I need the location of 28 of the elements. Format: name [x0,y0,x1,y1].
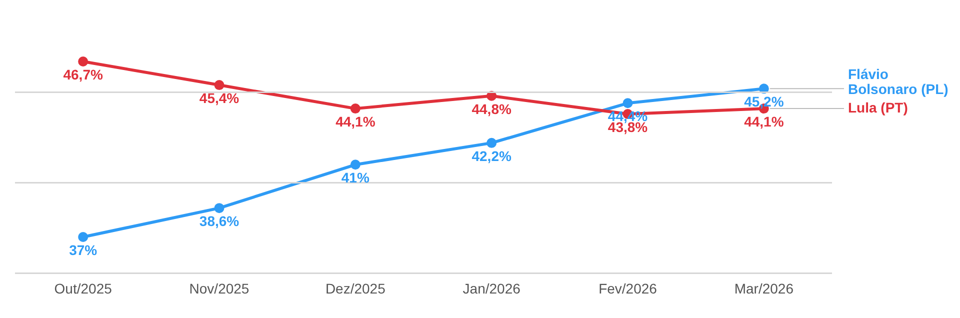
data-label: 45,4% [199,90,240,106]
data-label: 44,1% [336,113,376,130]
point [350,104,360,114]
text: Flávio Bolsonaro (PL) [848,66,948,98]
data-label: 37% [69,242,98,258]
x-tick-label: Mar/2026 [734,280,794,296]
point [350,160,360,170]
data-label: 38,6% [199,212,240,229]
data-label: 44,8% [472,100,512,117]
data-label: 41% [341,170,370,186]
point [78,232,88,242]
point [214,203,224,214]
data-label: 44,1% [744,113,784,130]
x-tick-label: Jan/2026 [462,280,521,296]
point [486,90,497,101]
x-tick-label: Nov/2025 [189,280,250,296]
x-tick-label: Fev/2026 [598,280,658,296]
text: Lula (PT) [848,99,908,116]
data-label: 45,2% [744,94,784,110]
x-tick-label: Out/2025 [54,280,112,296]
point [758,84,769,94]
data-label: 46,7% [63,66,104,82]
x-tick-label: Dez/2025 [325,280,386,296]
data-label: 42,2% [472,148,512,164]
point [78,56,88,67]
point [214,80,224,90]
point [486,138,497,148]
point [622,98,633,108]
